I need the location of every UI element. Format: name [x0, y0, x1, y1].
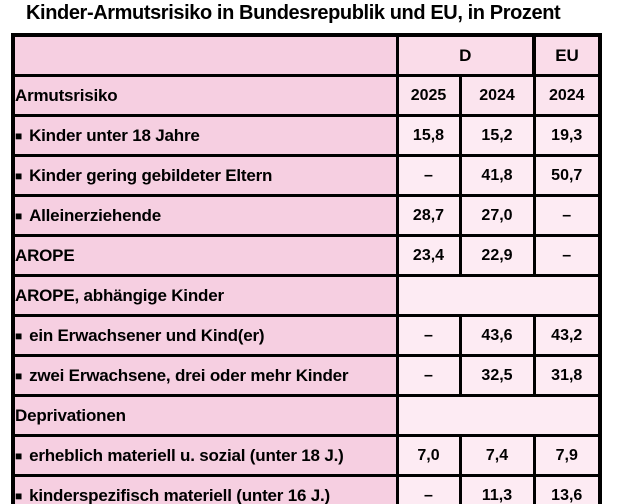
value-cell: 27,0: [458, 194, 536, 237]
corner-cell: [11, 33, 399, 77]
value-cell: 7,4: [458, 434, 536, 477]
value-cell: 13,6: [532, 474, 602, 504]
row-label: ■ kinderspezifisch materiell (unter 16 J.…: [11, 474, 399, 504]
row-label: ■ ein Erwachsener und Kind(er): [11, 314, 399, 357]
year-cell-eu-2024: 2024: [532, 74, 602, 117]
row-label-armutsrisiko: Armutsrisiko: [11, 74, 399, 117]
value-cell: 31,8: [532, 354, 602, 397]
section-empty-cell: [395, 394, 602, 437]
column-group-eu: EU: [532, 33, 602, 77]
row-label-text: Kinder gering gebildeter Eltern: [29, 165, 273, 185]
page-title: Kinder-Armutsrisiko in Bundesrepublik un…: [26, 2, 561, 24]
column-group-d: D: [395, 33, 536, 77]
poverty-risk-table: D EU Armutsrisiko 2025 2024 2024 ■ Kinder…: [11, 33, 602, 504]
row-label: ■ Alleinerziehende: [11, 194, 399, 237]
row-label-text: erheblich materiell u. sozial (unter 18 …: [29, 445, 344, 465]
section-label: AROPE, abhängige Kinder: [11, 274, 399, 317]
value-cell: –: [532, 194, 602, 237]
row-label-text: kinderspezifisch materiell (unter 16 J.): [29, 485, 331, 504]
section-empty-cell: [395, 274, 602, 317]
table-row: ■ Kinder unter 18 Jahre 15,8 15,2 19,3: [11, 114, 602, 157]
row-label-text: Alleinerziehende: [29, 205, 161, 225]
table-row: ■ kinderspezifisch materiell (unter 16 J.…: [11, 474, 602, 504]
table-section-row: Deprivationen: [11, 394, 602, 437]
row-label: ■ zwei Erwachsene, drei oder mehr Kinder: [11, 354, 399, 397]
table-row: ■ zwei Erwachsene, drei oder mehr Kinder …: [11, 354, 602, 397]
bullet-square-icon: ■: [15, 208, 23, 223]
value-cell: 7,0: [395, 434, 462, 477]
value-cell: 15,2: [458, 114, 536, 157]
table-row: ■ ein Erwachsener und Kind(er) – 43,6 43,…: [11, 314, 602, 357]
value-cell: 32,5: [458, 354, 536, 397]
row-label-text: ein Erwachsener und Kind(er): [29, 325, 265, 345]
table-row-colgroups: D EU: [11, 33, 602, 77]
value-cell: –: [532, 234, 602, 277]
row-label-text: zwei Erwachsene, drei oder mehr Kinder: [29, 365, 349, 385]
value-cell: –: [395, 354, 462, 397]
row-label: AROPE: [11, 234, 399, 277]
value-cell: 11,3: [458, 474, 536, 504]
value-cell: 28,7: [395, 194, 462, 237]
bullet-square-icon: ■: [15, 168, 23, 183]
value-cell: 15,8: [395, 114, 462, 157]
value-cell: 41,8: [458, 154, 536, 197]
value-cell: 19,3: [532, 114, 602, 157]
value-cell: 23,4: [395, 234, 462, 277]
row-label: ■ erheblich materiell u. sozial (unter 18…: [11, 434, 399, 477]
bullet-square-icon: ■: [15, 488, 23, 503]
bullet-square-icon: ■: [15, 328, 23, 343]
table-row: ■ Alleinerziehende 28,7 27,0 –: [11, 194, 602, 237]
row-label-text: Kinder unter 18 Jahre: [29, 125, 200, 145]
bullet-square-icon: ■: [15, 368, 23, 383]
value-cell: 43,6: [458, 314, 536, 357]
section-label: Deprivationen: [11, 394, 399, 437]
bullet-square-icon: ■: [15, 128, 23, 143]
value-cell: –: [395, 474, 462, 504]
value-cell: 22,9: [458, 234, 536, 277]
value-cell: 50,7: [532, 154, 602, 197]
table-row: AROPE 23,4 22,9 –: [11, 234, 602, 277]
year-cell-d-2025: 2025: [395, 74, 462, 117]
table-row-years: Armutsrisiko 2025 2024 2024: [11, 74, 602, 117]
value-cell: 7,9: [532, 434, 602, 477]
bullet-square-icon: ■: [15, 448, 23, 463]
value-cell: –: [395, 314, 462, 357]
value-cell: –: [395, 154, 462, 197]
table-row: ■ erheblich materiell u. sozial (unter 18…: [11, 434, 602, 477]
row-label: ■ Kinder gering gebildeter Eltern: [11, 154, 399, 197]
table-section-row: AROPE, abhängige Kinder: [11, 274, 602, 317]
value-cell: 43,2: [532, 314, 602, 357]
year-cell-d-2024: 2024: [458, 74, 536, 117]
row-label: ■ Kinder unter 18 Jahre: [11, 114, 399, 157]
table-row: ■ Kinder gering gebildeter Eltern – 41,8 …: [11, 154, 602, 197]
